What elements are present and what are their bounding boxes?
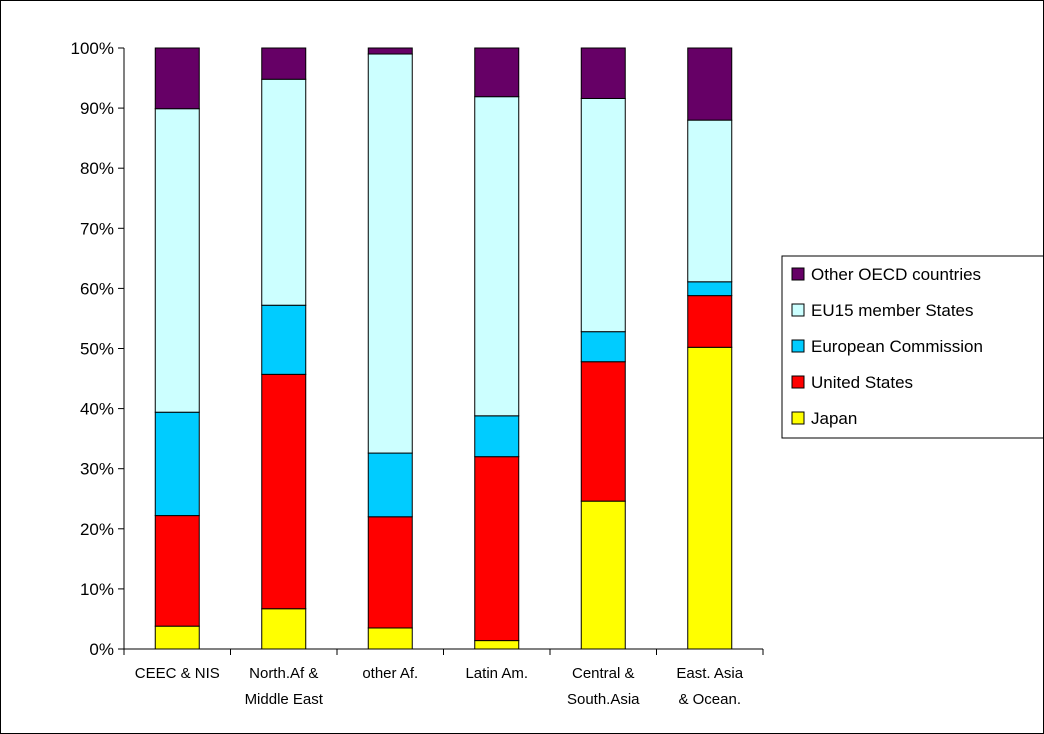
bar-segment-eu15-member-states: [474, 96, 520, 417]
bars: [154, 47, 733, 650]
bar-segment-european-commission: [261, 304, 307, 375]
legend-swatch-united-states: [791, 375, 805, 389]
y-tick-label: 50%: [80, 340, 114, 359]
bar-segment-united-states: [580, 361, 626, 502]
x-category-label: Central & South.Asia: [567, 665, 640, 708]
bar-segment-united-states: [261, 373, 307, 610]
bar-segment-european-commission: [474, 415, 520, 458]
y-tick-label: 100%: [71, 39, 114, 58]
legend-label-japan: Japan: [811, 409, 857, 428]
bar-segment-united-states: [367, 516, 413, 629]
bar-segment-eu15-member-states: [687, 119, 733, 283]
legend-swatch-other-oecd-countries: [791, 267, 805, 281]
bar-segment-japan: [154, 625, 200, 650]
y-tick-label: 90%: [80, 99, 114, 118]
bar-segment-eu15-member-states: [261, 78, 307, 306]
bar-segment-united-states: [687, 295, 733, 348]
bar-segment-other-oecd-countries: [474, 47, 520, 98]
legend-swatch-eu15-member-states: [791, 303, 805, 317]
bar-segment-european-commission: [154, 411, 200, 517]
legend: Other OECD countries EU15 member States Eu…: [781, 255, 1043, 439]
legend-label-european-commission: European Commission: [811, 337, 983, 356]
x-category-label: East. Asia & Ocean.: [676, 665, 743, 708]
y-tick-label: 80%: [80, 159, 114, 178]
legend-label-other-oecd-countries: Other OECD countries: [811, 265, 981, 284]
bar-segment-other-oecd-countries: [687, 47, 733, 121]
y-tick-label: 10%: [80, 580, 114, 599]
legend-label-united-states: United States: [811, 373, 913, 392]
bar-segment-japan: [261, 608, 307, 650]
bar-segment-japan: [367, 627, 413, 650]
legend-label-eu15-member-states: EU15 member States: [811, 301, 974, 320]
bar-segment-eu15-member-states: [580, 97, 626, 333]
y-tick-label: 20%: [80, 520, 114, 539]
axes: [118, 47, 764, 655]
legend-box: [781, 255, 1043, 439]
bar-segment-other-oecd-countries: [154, 47, 200, 110]
bar-segment-eu15-member-states: [154, 108, 200, 413]
y-tick-label: 70%: [80, 219, 114, 238]
y-tick-label: 40%: [80, 400, 114, 419]
bar-segment-united-states: [474, 456, 520, 642]
x-category-label: Latin Am.: [465, 665, 528, 682]
bar-segment-other-oecd-countries: [367, 47, 413, 55]
bar-segment-other-oecd-countries: [261, 47, 307, 80]
x-category-label: CEEC & NIS: [135, 665, 220, 682]
bar-segment-eu15-member-states: [367, 53, 413, 454]
y-tick-label: 0%: [89, 640, 114, 659]
legend-swatch-japan: [791, 411, 805, 425]
x-category-label: other Af.: [362, 665, 418, 682]
bar-segment-united-states: [154, 515, 200, 627]
y-tick-label: 30%: [80, 460, 114, 479]
bar-segment-other-oecd-countries: [580, 47, 626, 99]
bar-segment-japan: [474, 640, 520, 650]
bar-segment-european-commission: [687, 281, 733, 297]
legend-swatch-european-commission: [791, 339, 805, 353]
bar-segment-japan: [687, 346, 733, 650]
bar-segment-european-commission: [580, 331, 626, 363]
axis-labels: 0% 10% 20% 30% 40% 50% 60% 70% 80% 90% 100% CEEC & …: [71, 39, 744, 708]
bar-segment-japan: [580, 500, 626, 650]
y-tick-label: 60%: [80, 279, 114, 298]
bar-segment-european-commission: [367, 452, 413, 518]
x-category-label: North.Af & Middle East: [245, 665, 324, 708]
